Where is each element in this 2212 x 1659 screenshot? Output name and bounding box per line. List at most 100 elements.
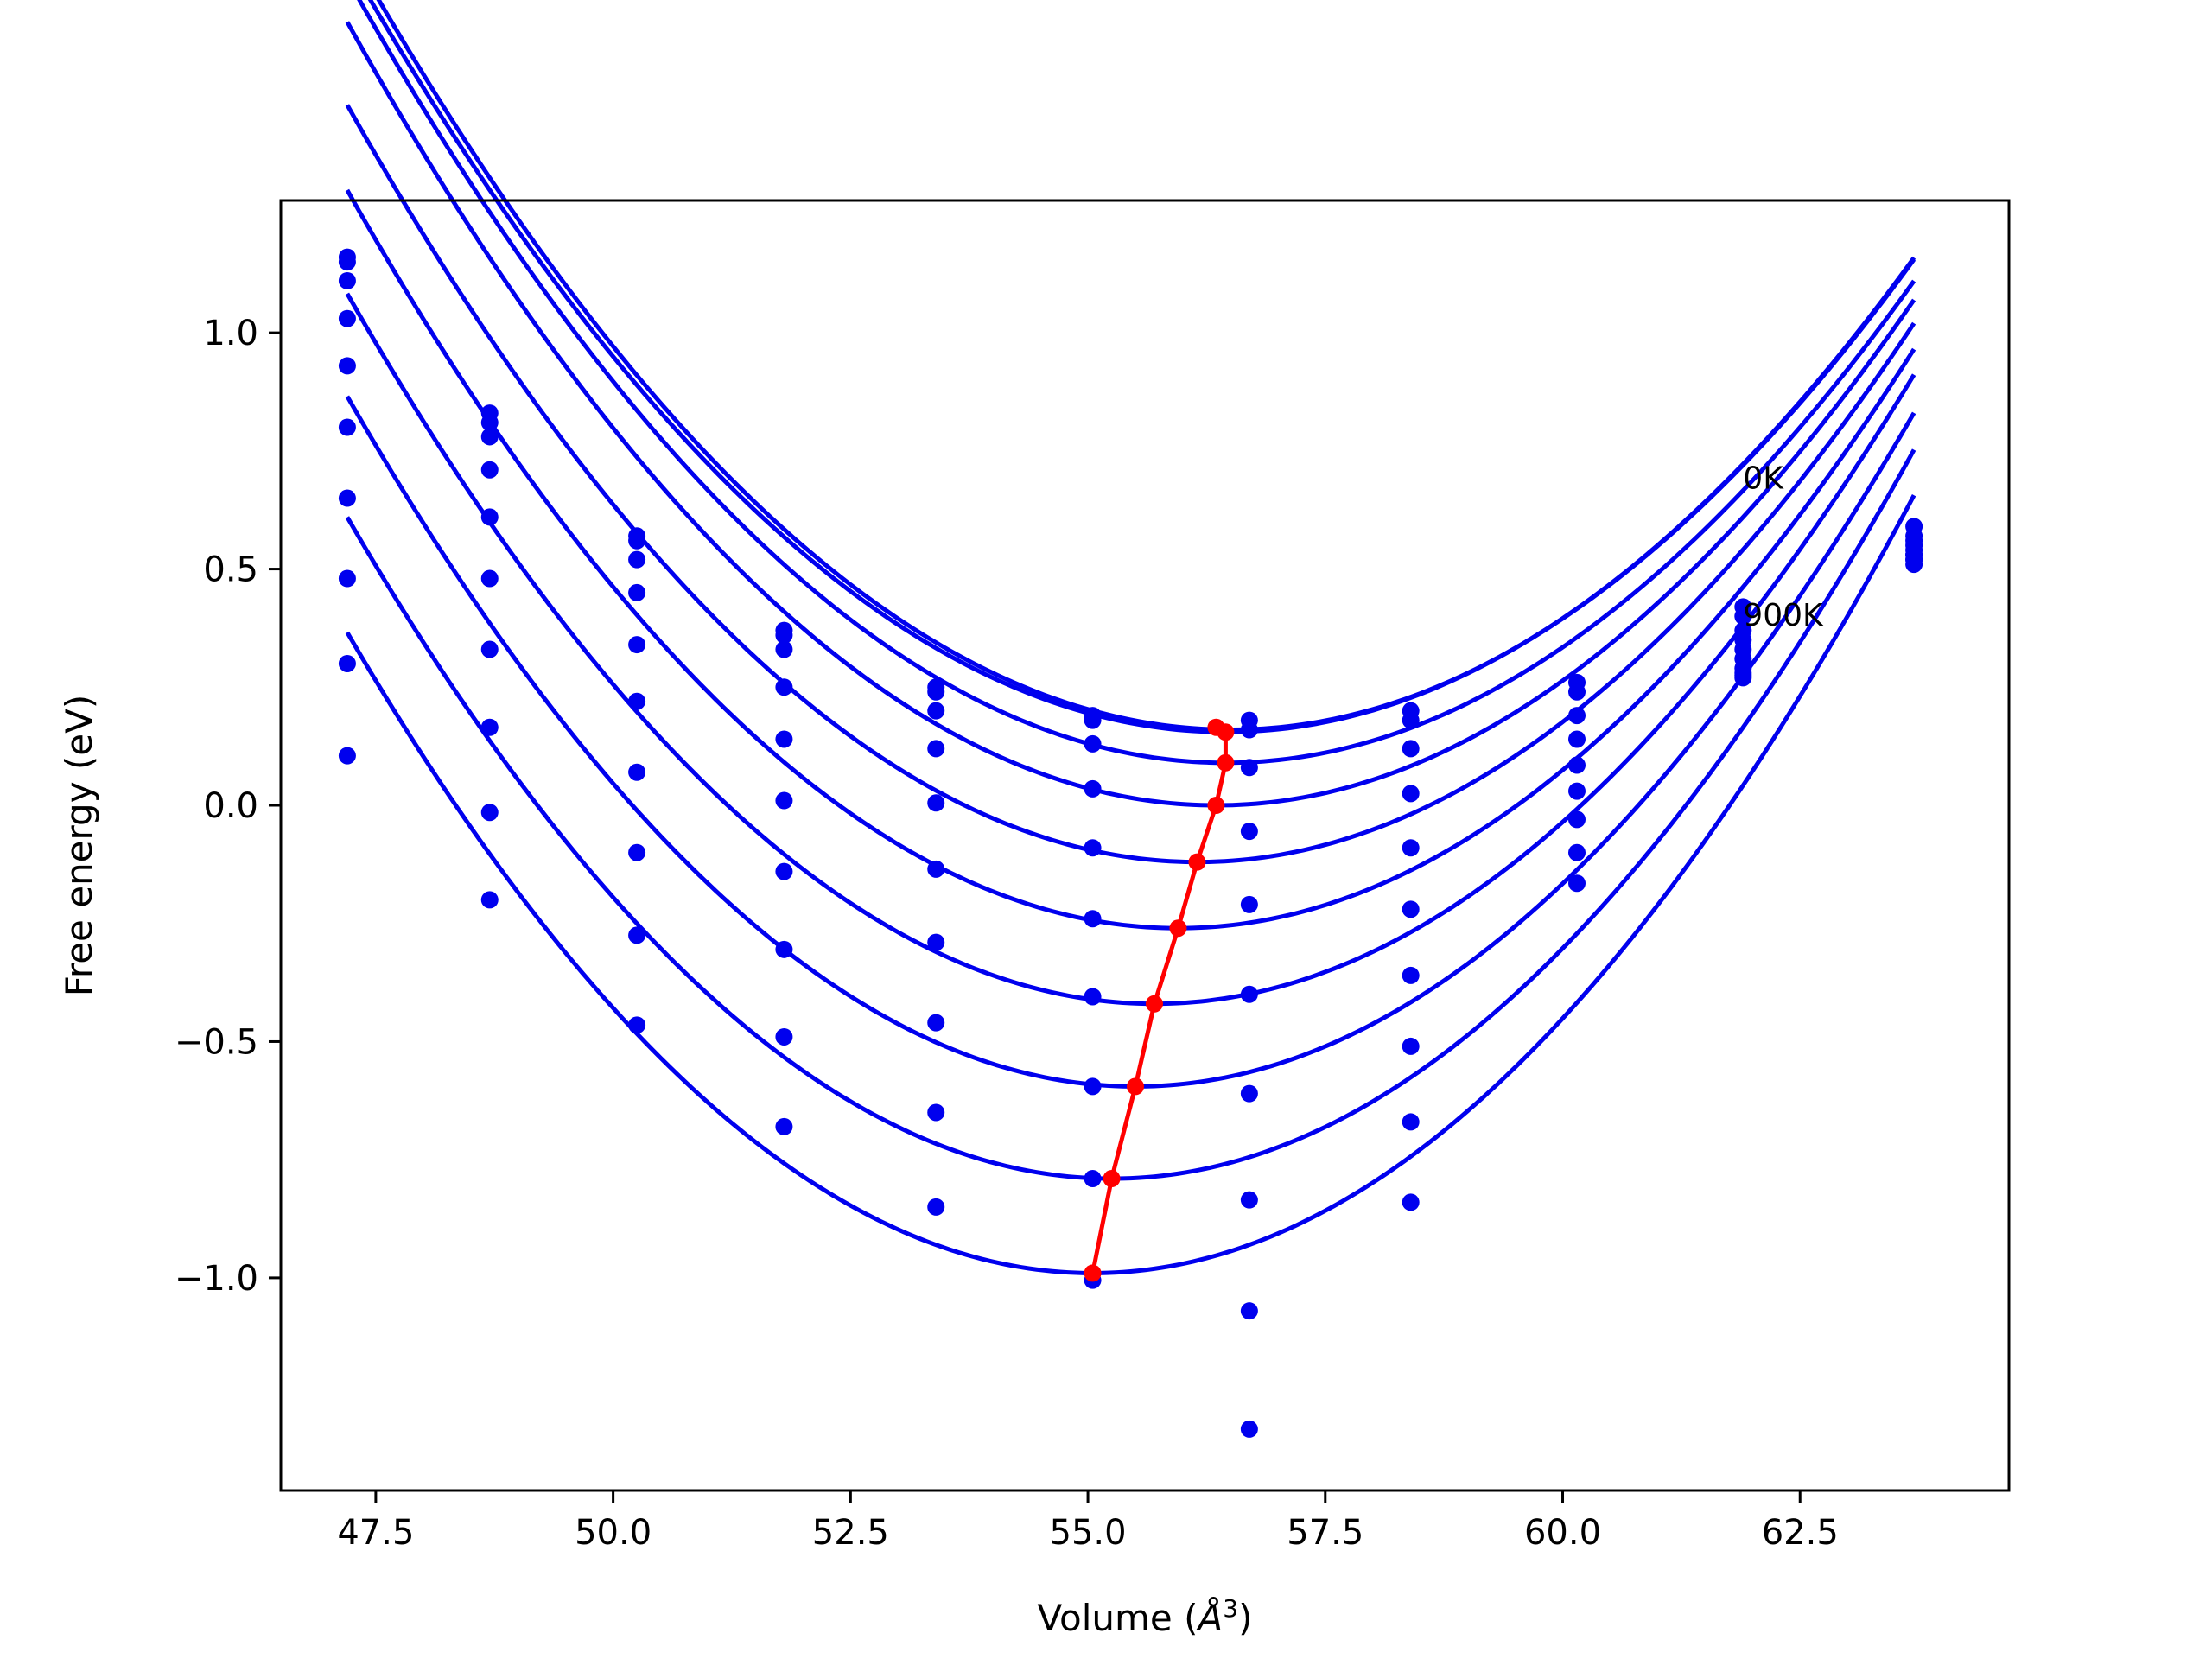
minimum-point (1084, 1264, 1102, 1282)
x-axis-unit-exponent: 3 (1223, 1594, 1238, 1623)
data-point (338, 654, 356, 672)
y-axis-label: Free energy (eV) (58, 695, 100, 997)
minimum-point (1217, 753, 1235, 772)
data-point (628, 1016, 646, 1034)
data-point (775, 1117, 793, 1135)
x-tick-label: 47.5 (337, 1513, 414, 1553)
data-point (1240, 1191, 1258, 1209)
data-point (628, 763, 646, 781)
data-point (480, 414, 499, 432)
data-point (927, 794, 945, 812)
data-point (338, 489, 356, 507)
data-point (1402, 1113, 1420, 1131)
fit-curve-1 (367, 0, 1916, 734)
x-axis-label-open: ( (1173, 1597, 1198, 1639)
data-point (1240, 1302, 1258, 1320)
data-point (1084, 1170, 1102, 1188)
data-point (628, 692, 646, 710)
data-point (338, 253, 356, 271)
data-point (1568, 874, 1586, 893)
x-tick-label: 60.0 (1524, 1513, 1601, 1553)
data-point (1240, 895, 1258, 913)
data-point (1084, 839, 1102, 857)
data-point (628, 550, 646, 569)
data-point (1402, 900, 1420, 918)
data-point (1240, 1420, 1258, 1438)
data-point (1240, 759, 1258, 777)
data-point (1402, 966, 1420, 984)
minima-curve (1084, 718, 1235, 1282)
data-point (1084, 734, 1102, 753)
data-point (480, 461, 499, 479)
minimum-point (1145, 995, 1163, 1013)
minima-line (1090, 725, 1228, 1274)
data-point (927, 740, 945, 758)
data-point (1568, 843, 1586, 861)
y-axis-ticks: 1.0 0.5 0.0 −0.5 −1.0 (175, 314, 281, 1299)
data-point (1568, 683, 1586, 701)
data-point (338, 309, 356, 327)
temperature-annotation: 900K (1743, 598, 1824, 633)
data-point (1084, 779, 1102, 798)
data-point (927, 933, 945, 951)
data-point (775, 640, 793, 658)
x-tick-label: 57.5 (1287, 1513, 1363, 1553)
data-point (1240, 985, 1258, 1003)
x-axis-ticks: 47.5 50.0 52.5 55.0 57.5 60.0 62.5 (337, 1491, 1839, 1553)
minimum-point (1169, 919, 1187, 938)
data-point (1084, 910, 1102, 928)
data-point (628, 926, 646, 944)
minimum-point (1207, 797, 1225, 815)
annotations: 0K 900K (1743, 461, 1824, 634)
data-points (338, 248, 1923, 1438)
plot-frame (279, 199, 2011, 1492)
data-point (338, 747, 356, 765)
fit-curve-3 (345, 21, 1916, 808)
data-point (480, 569, 499, 588)
temperature-annotation: 0K (1743, 461, 1784, 497)
x-tick-label: 55.0 (1050, 1513, 1127, 1553)
data-point (480, 640, 499, 658)
fit-curve-9 (345, 494, 1916, 1275)
data-point (927, 1014, 945, 1032)
data-point (1568, 707, 1586, 725)
data-point (775, 678, 793, 696)
data-point (1734, 669, 1752, 687)
data-point (1240, 721, 1258, 739)
data-point (1402, 785, 1420, 803)
y-tick-label: −1.0 (175, 1259, 258, 1299)
data-point (775, 862, 793, 880)
x-tick-label: 52.5 (812, 1513, 889, 1553)
fit-curve-2 (357, 0, 1916, 766)
fit-curve-6 (345, 292, 1916, 1007)
fit-curve-5 (345, 188, 1916, 931)
x-axis-label-close: ) (1238, 1597, 1252, 1639)
data-point (338, 418, 356, 436)
data-point (1734, 607, 1752, 626)
y-tick-label: −0.5 (175, 1022, 258, 1062)
x-tick-label: 62.5 (1762, 1513, 1839, 1553)
data-point (1568, 756, 1586, 774)
data-point (628, 583, 646, 601)
data-point (1905, 556, 1923, 574)
data-point (775, 791, 793, 810)
data-point (1084, 988, 1102, 1006)
data-point (480, 891, 499, 909)
x-axis-label: Volume (Å3) (1038, 1594, 1253, 1639)
data-point (1402, 1037, 1420, 1055)
data-point (1240, 1084, 1258, 1103)
data-point (338, 569, 356, 588)
data-point (775, 1027, 793, 1046)
data-point (775, 940, 793, 958)
x-tick-label: 50.0 (575, 1513, 652, 1553)
data-point (775, 626, 793, 645)
data-point (1084, 1077, 1102, 1096)
data-point (927, 702, 945, 720)
data-point (480, 718, 499, 736)
data-point (628, 843, 646, 861)
data-point (628, 531, 646, 550)
minimum-point (1127, 1077, 1145, 1096)
y-tick-label: 0.5 (203, 550, 258, 590)
